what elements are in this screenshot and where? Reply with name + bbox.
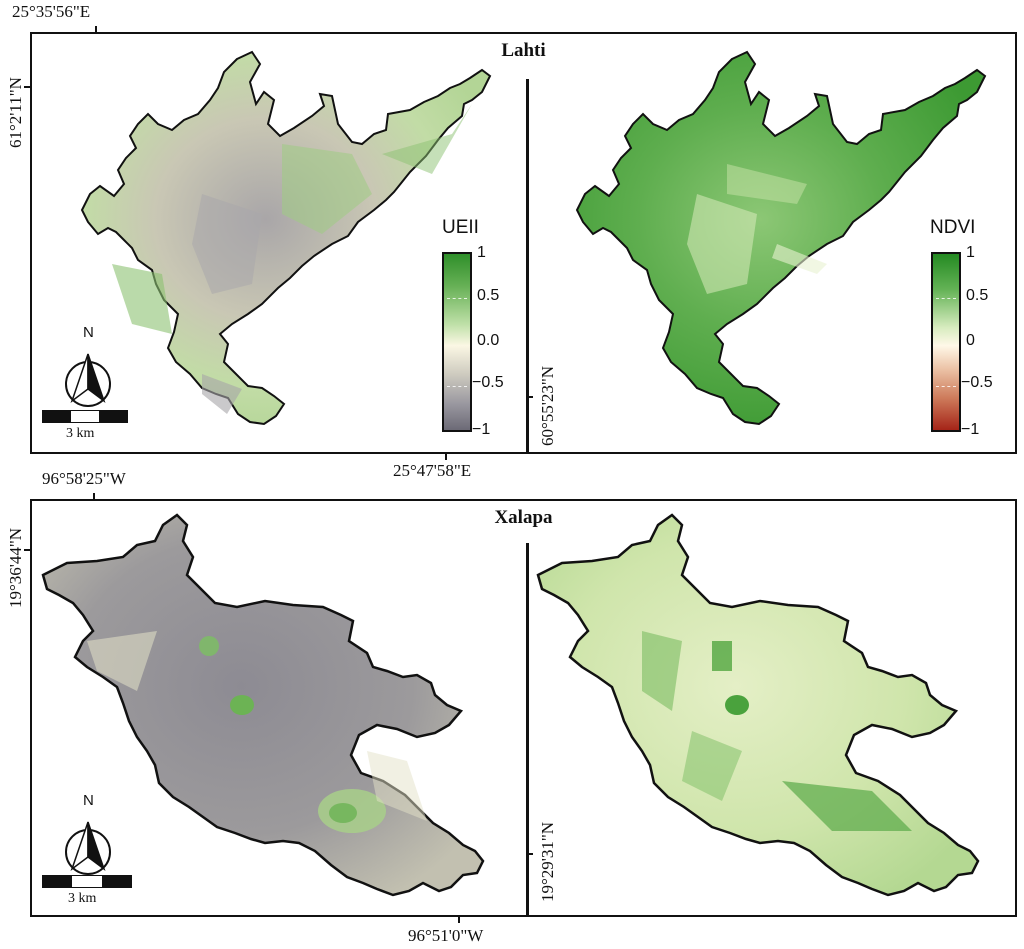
ndvi-legend-tick-neg1: −1	[961, 421, 980, 438]
xalapa-mid-tick	[526, 853, 533, 855]
scale-bar	[42, 410, 128, 423]
scale-bar-label: 3 km	[68, 891, 97, 906]
scale-bar-label: 3 km	[66, 426, 95, 441]
lahti-mid-latitude-label: 60°55'23"N	[538, 365, 557, 446]
scale-bar	[42, 875, 132, 888]
ueii-legend-colorbar	[442, 252, 472, 432]
xalapa-bottom-longitude-label: 96°51'0"W	[408, 926, 484, 945]
xalapa-ndvi-map	[536, 513, 980, 897]
ueii-legend-tick-1: 1	[477, 244, 486, 261]
xalapa-top-tick	[93, 493, 95, 500]
north-label: N	[83, 792, 94, 809]
lahti-ueii-map	[80, 50, 492, 426]
ueii-legend-tick-0: 0.0	[477, 332, 500, 349]
xalapa-bottom-tick	[458, 916, 460, 923]
lahti-left-latitude-label: 61°2'11"N	[6, 77, 25, 148]
ueii-legend-tick-0.5: 0.5	[477, 287, 500, 304]
lahti-ndvi-map	[575, 50, 987, 426]
xalapa-mid-latitude-label: 19°29'31"N	[538, 821, 557, 902]
lahti-bottom-longitude-label: 25°47'58"E	[393, 461, 472, 480]
xalapa-ueii-map	[41, 513, 485, 897]
lahti-bottom-tick	[445, 453, 447, 460]
ndvi-legend-tick-0: 0	[966, 332, 975, 349]
lahti-mid-tick	[526, 396, 533, 398]
ueii-legend-tick-neg1: −1	[472, 421, 491, 438]
lahti-ueii-boundary	[80, 50, 492, 426]
xalapa-top-longitude-label: 96°58'25"W	[42, 469, 126, 488]
xalapa-title: Xalapa	[494, 507, 553, 528]
lahti-top-tick	[95, 26, 97, 33]
lahti-title: Lahti	[501, 40, 546, 61]
ueii-legend-tick-neg0.5: −0.5	[472, 374, 504, 391]
xalapa-left-tick	[24, 549, 31, 551]
lahti-panel: Lahti UEII 1 0.5 0.0 −0.5	[30, 32, 1017, 454]
ueii-legend-title: UEII	[442, 217, 479, 238]
xalapa-panel-divider	[526, 543, 529, 915]
lahti-top-longitude-label: 25°35'56"E	[12, 2, 91, 21]
xalapa-ndvi-boundary	[536, 513, 980, 897]
ndvi-legend-colorbar	[931, 252, 961, 432]
north-arrow-icon	[65, 353, 111, 407]
ndvi-legend-tick-neg0.5: −0.5	[961, 374, 993, 391]
xalapa-left-latitude-label: 19°36'44"N	[6, 527, 25, 608]
lahti-left-tick	[24, 86, 31, 88]
lahti-ndvi-boundary	[575, 50, 987, 426]
lahti-panel-divider	[526, 79, 529, 452]
xalapa-panel: Xalapa N 3 km	[30, 499, 1017, 917]
ndvi-legend-tick-0.5: 0.5	[966, 287, 989, 304]
north-arrow-icon	[65, 821, 111, 875]
ndvi-legend-title: NDVI	[930, 217, 976, 238]
north-label: N	[83, 324, 94, 341]
ndvi-legend-tick-1: 1	[966, 244, 975, 261]
